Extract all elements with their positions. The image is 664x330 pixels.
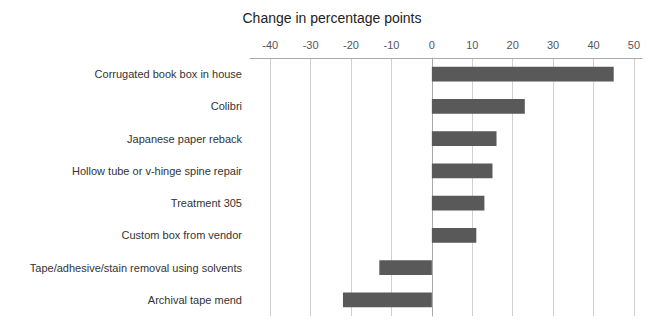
- svg-text:20: 20: [507, 39, 519, 51]
- svg-text:0: 0: [429, 39, 435, 51]
- svg-text:Change in percentage points: Change in percentage points: [242, 10, 421, 26]
- svg-text:50: 50: [628, 39, 640, 51]
- svg-text:-40: -40: [262, 39, 278, 51]
- svg-text:Treatment 305: Treatment 305: [171, 197, 242, 209]
- svg-text:Tape/adhesive/stain removal us: Tape/adhesive/stain removal using solven…: [30, 262, 243, 274]
- svg-text:Hollow tube or v-hinge spine r: Hollow tube or v-hinge spine repair: [72, 165, 242, 177]
- svg-text:Japanese paper reback: Japanese paper reback: [127, 133, 242, 145]
- svg-text:-30: -30: [303, 39, 319, 51]
- svg-text:40: 40: [587, 39, 599, 51]
- svg-text:Corrugated book box in house: Corrugated book box in house: [95, 68, 242, 80]
- svg-text:Archival tape mend: Archival tape mend: [148, 294, 242, 306]
- svg-text:Custom box from vendor: Custom box from vendor: [122, 229, 243, 241]
- svg-text:30: 30: [547, 39, 559, 51]
- svg-text:10: 10: [466, 39, 478, 51]
- svg-text:-10: -10: [383, 39, 399, 51]
- svg-text:Colibri: Colibri: [211, 100, 242, 112]
- svg-text:-20: -20: [343, 39, 359, 51]
